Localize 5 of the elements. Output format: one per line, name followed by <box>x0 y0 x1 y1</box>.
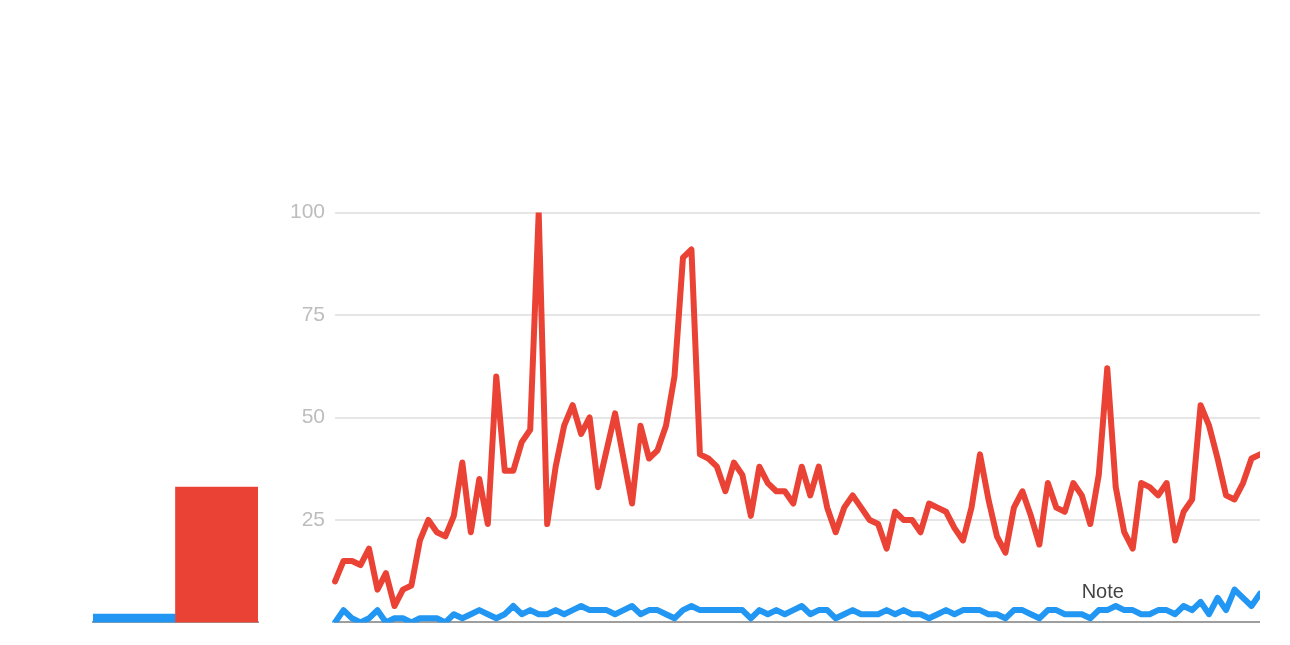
y-tick-label: 75 <box>301 301 326 325</box>
y-tick-label: 100 <box>289 199 326 223</box>
y-tick-label: 50 <box>301 404 326 428</box>
y-tick-label: 25 <box>301 506 326 530</box>
annotation: Note <box>1081 580 1124 603</box>
